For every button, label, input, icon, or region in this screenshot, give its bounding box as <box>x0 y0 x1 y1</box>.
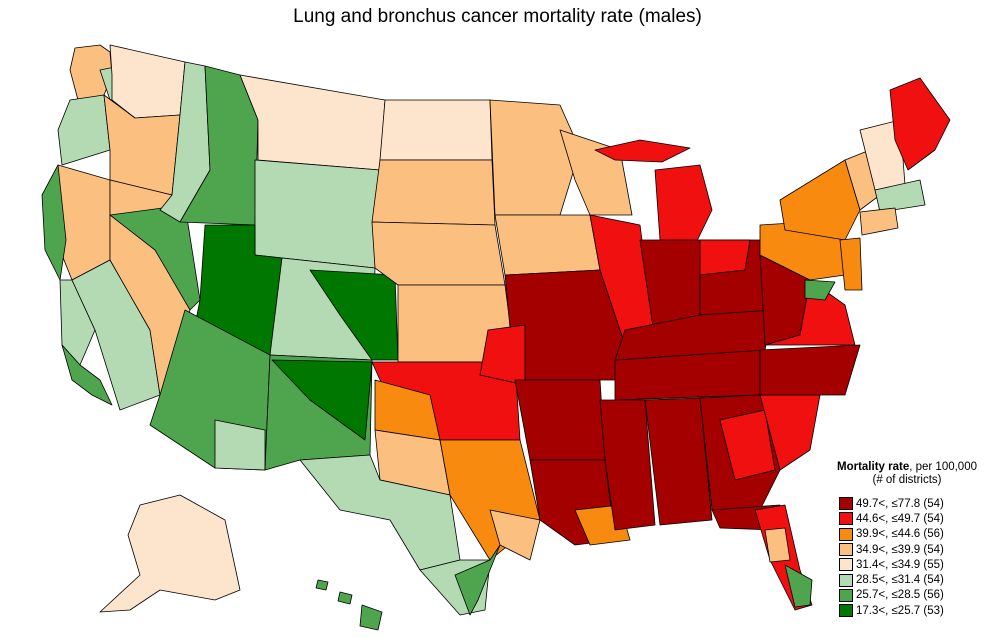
district-mississippi <box>599 399 656 531</box>
district-maryland <box>804 279 836 301</box>
legend-swatch <box>839 512 853 526</box>
district-north-carolina <box>759 344 861 396</box>
legend-item: 17.3<, ≤25.7 (53) <box>822 603 992 618</box>
legend-title: Mortality rate, per 100,000 <box>822 461 992 474</box>
district-oregon-coast <box>57 94 111 166</box>
legend-label: 39.9<, ≤44.6 (56) <box>856 528 944 541</box>
district-nebraska <box>371 221 506 286</box>
district-new-mexico-north <box>271 359 373 441</box>
legend-item: 28.5<, ≤31.4 (54) <box>822 572 992 587</box>
district-hawaii-maui <box>337 591 353 605</box>
district-iowa <box>494 214 601 276</box>
legend-swatch <box>839 497 853 511</box>
legend-label: 31.4<, ≤34.9 (55) <box>856 558 944 571</box>
legend-label: 25.7<, ≤28.5 (56) <box>856 589 944 602</box>
legend-item: 25.7<, ≤28.5 (56) <box>822 588 992 603</box>
district-ohio-north <box>699 239 751 276</box>
legend-swatch <box>839 543 853 557</box>
legend-subtitle: (# of districts) <box>872 474 942 486</box>
district-north-dakota <box>379 99 493 161</box>
district-hawaii-big-island <box>359 604 383 631</box>
district-california-coast <box>41 164 67 281</box>
legend-title-rest: , per 100,000 <box>909 461 977 473</box>
map-title: Lung and bronchus cancer mortality rate … <box>293 6 702 27</box>
legend-label: 28.5<, ≤31.4 (54) <box>856 574 944 587</box>
district-wyoming <box>254 159 381 269</box>
legend-swatch <box>839 588 853 602</box>
district-alabama <box>644 397 713 526</box>
district-new-york <box>779 159 861 241</box>
legend-item: 34.9<, ≤39.9 (54) <box>822 542 992 557</box>
district-maine <box>889 77 951 171</box>
district-alaska <box>99 494 241 613</box>
legend-label: 34.9<, ≤39.9 (54) <box>856 543 944 556</box>
district-arkansas <box>514 379 606 461</box>
legend-label: 44.6<, ≤49.7 (54) <box>856 512 944 525</box>
legend-item: 39.9<, ≤44.6 (56) <box>822 527 992 542</box>
district-texas-houston <box>489 509 541 561</box>
district-connecticut <box>859 207 899 236</box>
district-washington-east <box>109 44 186 119</box>
legend-label: 17.3<, ≤25.7 (53) <box>856 604 944 617</box>
district-montana <box>239 74 386 171</box>
legend-item: 31.4<, ≤34.9 (55) <box>822 557 992 572</box>
legend-swatch <box>839 604 853 618</box>
district-michigan-up <box>594 139 691 163</box>
district-california-bay <box>59 279 96 366</box>
district-south-dakota <box>371 159 496 226</box>
legend-swatch <box>839 573 853 587</box>
legend-label: 49.7<, ≤77.8 (54) <box>856 497 944 510</box>
district-michigan <box>654 164 713 246</box>
district-california-la <box>61 344 113 406</box>
district-florida-south <box>784 564 813 608</box>
legend-swatch <box>839 527 853 541</box>
legend-item: 49.7<, ≤77.8 (54) <box>822 496 992 511</box>
district-florida-tampa <box>764 527 791 563</box>
district-minnesota <box>489 99 581 216</box>
legend-title-bold: Mortality rate <box>837 461 910 473</box>
map-legend: Mortality rate, per 100,000 (# of distri… <box>822 461 992 618</box>
legend-swatch <box>839 558 853 572</box>
district-georgia-east <box>719 409 776 481</box>
legend-item: 44.6<, ≤49.7 (54) <box>822 511 992 526</box>
legend-rows: 49.7<, ≤77.8 (54) 44.6<, ≤49.7 (54) 39.9<,… <box>822 496 992 618</box>
district-hawaii-oahu <box>315 579 329 591</box>
district-massachusetts <box>874 179 926 213</box>
district-colorado-front <box>309 269 399 361</box>
district-texas-gulf <box>454 544 501 616</box>
district-new-jersey <box>839 237 863 291</box>
